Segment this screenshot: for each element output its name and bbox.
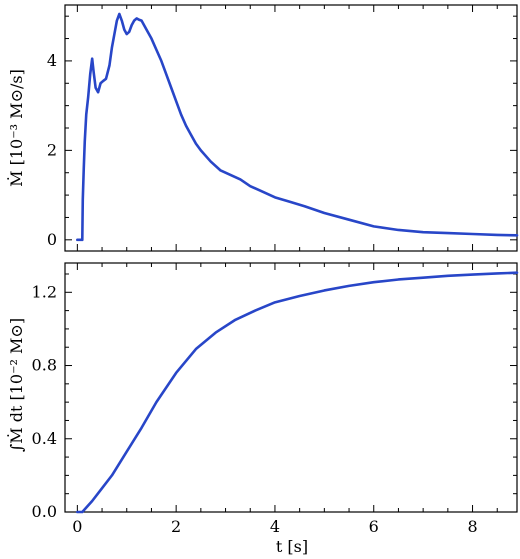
y-axis-label-top: Ṁ [10⁻³ M⊙/s] xyxy=(6,69,26,187)
panel-cumulative-mass: 0 2 4 6 8 0.0 0.4 0.8 1.2 ∫Ṁ dt [10⁻² M⊙] t [s] xyxy=(6,262,519,556)
x-tick-label: 2 xyxy=(171,517,181,536)
y-tick-label-bottom: 1.2 xyxy=(32,282,57,301)
axis-ticks-bottom: 0 2 4 6 8 0.0 0.4 0.8 1.2 xyxy=(32,263,517,536)
y-axis-label-bottom: ∫Ṁ dt [10⁻² M⊙] xyxy=(6,318,26,452)
y-tick-label-bottom: 0.4 xyxy=(32,429,57,448)
series-group-bottom xyxy=(76,271,519,514)
y-tick-label-bottom: 0.0 xyxy=(32,502,57,521)
y-tick-label-bottom: 0.8 xyxy=(32,356,57,375)
x-tick-label: 0 xyxy=(72,517,82,536)
series-group-top xyxy=(76,12,519,242)
x-tick-label: 8 xyxy=(467,517,477,536)
axis-ticks-top: 0 2 4 xyxy=(47,5,517,251)
plot-frame-bottom xyxy=(64,262,518,513)
y-tick-label-top: 0 xyxy=(47,230,57,249)
y-tick-label-top: 4 xyxy=(47,51,57,70)
x-tick-label: 4 xyxy=(270,517,280,536)
series-line-bottom-0 xyxy=(76,271,519,514)
x-tick-label: 6 xyxy=(369,517,379,536)
series-line-top-0 xyxy=(76,12,519,242)
plot-frame-top xyxy=(64,4,518,252)
panel-mass-accretion-rate: 0 2 4 Ṁ [10⁻³ M⊙/s] xyxy=(6,4,519,252)
x-axis-label: t [s] xyxy=(276,537,308,556)
y-tick-label-top: 2 xyxy=(47,140,57,159)
